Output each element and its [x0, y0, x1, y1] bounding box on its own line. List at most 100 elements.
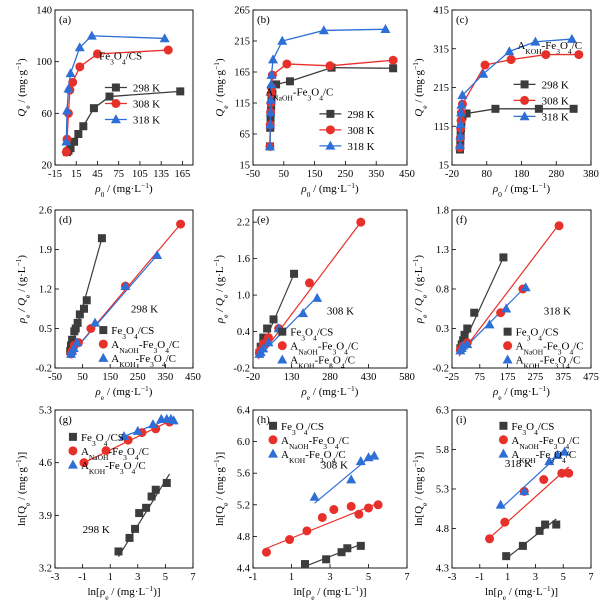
data-point	[277, 35, 288, 45]
x-axis-label-part: )	[546, 386, 550, 398]
y-axis-label: ρe / Qe / (g·L−1)	[14, 255, 32, 325]
y-tick-label: 315	[433, 44, 449, 55]
legend-label-part: 4	[313, 333, 317, 342]
y-tick-label: 415	[433, 6, 449, 17]
y-tick-label: 1.8	[436, 206, 449, 217]
legend-label-part: 3	[554, 441, 558, 450]
legend-label-part: KOH	[524, 361, 541, 370]
data-point	[75, 310, 84, 319]
data-point	[142, 503, 151, 512]
legend-label-part: 3	[527, 333, 531, 342]
data-point	[519, 486, 530, 496]
y-axis-label-part: e	[420, 294, 429, 298]
panel-label: (b)	[257, 14, 270, 26]
data-point	[478, 68, 489, 78]
panel-label: (i)	[456, 414, 467, 426]
x-axis-label-part: e	[311, 593, 315, 602]
legend-label-part: /C	[569, 435, 579, 447]
data-point	[162, 478, 171, 487]
data-point	[89, 104, 98, 113]
panel-label: (h)	[257, 414, 270, 426]
legend-title-part: Fe	[99, 51, 110, 63]
y-tick-label: 60	[42, 109, 53, 120]
y-axis-label-part: e	[420, 314, 429, 318]
x-axis-label-part: 0	[498, 190, 502, 199]
y-axis-label-part: ln[Q	[413, 506, 425, 526]
x-axis-label-part: / (mg·L	[502, 183, 539, 195]
chart-panel: -1 1 3 5 74.44.85.25.66.06.4ln[ρe / (mg·L−1)…	[212, 406, 410, 602]
x-axis-label-part: ρ	[492, 386, 498, 398]
legend-marker	[111, 99, 121, 108]
data-point	[71, 324, 80, 333]
data-point	[92, 49, 102, 59]
y-axis-label-part: e	[23, 314, 32, 318]
legend-marker	[520, 80, 529, 89]
legend-label-part: O	[336, 341, 344, 353]
data-point	[73, 318, 82, 327]
x-axis-label: ρ0 / (mg·L−1)	[492, 181, 551, 199]
data-point	[79, 304, 88, 313]
legend-label-part: A	[81, 446, 89, 458]
x-axis-label-part: −1	[141, 384, 149, 393]
x-tick-label: 280	[322, 372, 338, 383]
y-axis-label-part: e	[221, 314, 230, 318]
data-point	[263, 337, 274, 347]
data-point	[501, 303, 512, 313]
legend-marker	[499, 421, 508, 430]
x-tick-label: 350	[158, 372, 174, 383]
x-tick-label: 3	[533, 572, 538, 583]
legend-title-part: NaOH	[273, 93, 293, 102]
legend-label-part: A	[516, 355, 524, 367]
data-point	[68, 343, 79, 353]
x-axis-label: ρ0 / (mg·L−1)	[94, 181, 153, 199]
legend-label-part: A	[511, 435, 519, 447]
legend-marker	[68, 432, 77, 441]
data-point	[491, 104, 500, 113]
x-axis-label-part: )	[355, 183, 359, 195]
legend-label-part: O	[124, 460, 132, 472]
y-tick-label: 115	[235, 99, 250, 110]
x-axis-label-part: / (mg·L	[506, 586, 543, 598]
chart-panel: -25 75 175 275 375 475-0.20.30.81.31.8ρe / (m…	[411, 206, 599, 402]
y-tick-label: 1.9	[39, 245, 52, 256]
data-point	[90, 317, 101, 327]
y-axis-label: ρe / Qe / (g·L−1)	[212, 255, 230, 325]
data-point	[343, 544, 352, 553]
data-point	[135, 509, 144, 518]
data-point	[373, 500, 383, 510]
x-tick-label: 7	[404, 572, 409, 583]
legend-label-part: -Fe	[139, 339, 154, 351]
y-axis-label-part: ρ	[214, 318, 226, 324]
y-axis-label-part: e	[221, 502, 230, 506]
legend-label-part: KOH	[519, 455, 536, 464]
data-point	[74, 42, 85, 52]
x-axis-label: ln[ρe / (mg·L−1)]	[485, 584, 558, 602]
legend-label-part: KOH	[298, 361, 315, 370]
data-point	[152, 249, 163, 259]
legend-label: 308 K	[347, 125, 374, 137]
legend-label-part: 4	[562, 455, 566, 464]
x-tick-label: -50	[246, 169, 260, 180]
legend-label-part: O	[558, 355, 566, 367]
x-axis-label-part: ρ	[492, 183, 498, 195]
data-point	[364, 503, 373, 513]
legend-label-part: KOH	[89, 466, 106, 475]
data-point	[356, 217, 366, 227]
legend-title-part: 3	[556, 46, 560, 55]
legend-label-part: -Fe	[318, 341, 333, 353]
data-point	[269, 315, 278, 324]
y-tick-label: 6.4	[237, 406, 251, 417]
data-point	[337, 548, 346, 557]
series-line	[459, 38, 572, 146]
x-axis-label-part: )]	[153, 586, 160, 598]
legend-label-part: /C	[573, 341, 583, 353]
data-point	[66, 144, 75, 153]
legend-label-part: 4	[332, 455, 336, 464]
data-point	[86, 30, 97, 40]
data-point	[132, 425, 143, 435]
x-tick-label: 5	[163, 572, 168, 583]
legend-label-part: O	[562, 341, 570, 353]
x-tick-label: 75	[475, 372, 486, 383]
legend-label-part: O	[526, 421, 534, 433]
